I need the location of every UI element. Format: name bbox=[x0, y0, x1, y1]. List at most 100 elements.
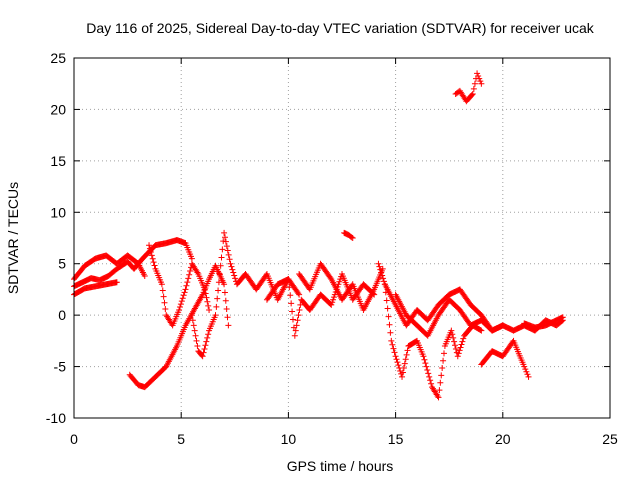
data-point bbox=[380, 275, 387, 282]
data-point bbox=[223, 243, 230, 250]
data-point bbox=[181, 289, 188, 296]
data-point bbox=[377, 266, 384, 273]
data-point bbox=[286, 284, 293, 291]
data-point bbox=[204, 334, 211, 341]
data-point bbox=[330, 294, 337, 301]
data-point bbox=[425, 370, 432, 377]
data-point bbox=[150, 259, 157, 266]
data-point bbox=[426, 373, 433, 380]
data-point bbox=[525, 373, 532, 380]
data-point bbox=[478, 327, 485, 334]
data-point bbox=[113, 279, 120, 286]
data-point bbox=[399, 369, 406, 376]
data-point bbox=[379, 272, 386, 279]
data-point bbox=[289, 316, 296, 323]
data-point bbox=[329, 299, 336, 306]
data-point bbox=[457, 344, 464, 351]
data-point bbox=[287, 292, 294, 299]
data-point bbox=[474, 70, 481, 77]
data-point bbox=[440, 357, 447, 364]
data-point bbox=[378, 269, 385, 276]
x-axis-label: GPS time / hours bbox=[287, 458, 394, 474]
data-point bbox=[187, 268, 194, 275]
data-point bbox=[422, 360, 429, 367]
data-point bbox=[468, 92, 475, 99]
data-point bbox=[202, 342, 209, 349]
data-point bbox=[200, 349, 207, 356]
data-point bbox=[193, 337, 200, 344]
data-point bbox=[225, 322, 232, 329]
data-point bbox=[391, 349, 398, 356]
data-point bbox=[148, 252, 155, 259]
data-point bbox=[401, 360, 408, 367]
data-point bbox=[522, 366, 529, 373]
data-point bbox=[288, 300, 295, 307]
data-point bbox=[470, 85, 477, 92]
data-point bbox=[192, 332, 199, 339]
data-point bbox=[458, 341, 465, 348]
data-point bbox=[295, 290, 302, 297]
data-point bbox=[436, 387, 443, 394]
data-point bbox=[184, 279, 191, 286]
data-point bbox=[201, 286, 208, 293]
data-point bbox=[177, 301, 184, 308]
data-point bbox=[387, 329, 394, 336]
grid-lines bbox=[74, 58, 610, 418]
data-point bbox=[437, 379, 444, 386]
data-point bbox=[221, 229, 228, 236]
data-point bbox=[384, 305, 391, 312]
x-tick-label: 25 bbox=[602, 431, 618, 447]
data-point bbox=[471, 80, 478, 87]
y-tick-label: -5 bbox=[54, 359, 67, 375]
data-point bbox=[221, 289, 228, 296]
data-point bbox=[292, 327, 299, 334]
data-point bbox=[469, 91, 476, 97]
data-point bbox=[420, 353, 427, 360]
data-point bbox=[206, 307, 213, 313]
data-point bbox=[149, 255, 156, 262]
data-point bbox=[477, 327, 484, 333]
data-point bbox=[215, 279, 222, 286]
y-tick-label: 20 bbox=[50, 101, 66, 117]
data-point bbox=[404, 347, 411, 354]
x-tick-label: 15 bbox=[388, 431, 404, 447]
data-point bbox=[452, 345, 459, 352]
data-point bbox=[289, 308, 296, 315]
data-point bbox=[295, 312, 302, 319]
data-point bbox=[399, 373, 406, 380]
data-point bbox=[217, 262, 224, 269]
y-tick-label: -10 bbox=[46, 410, 66, 426]
chart-title: Day 116 of 2025, Sidereal Day-to-day VTE… bbox=[86, 20, 595, 36]
data-point bbox=[226, 256, 233, 263]
data-point bbox=[386, 321, 393, 328]
data-point bbox=[180, 292, 187, 299]
data-point bbox=[385, 313, 392, 320]
data-point bbox=[222, 297, 229, 304]
data-point bbox=[146, 245, 153, 252]
data-point bbox=[424, 367, 431, 373]
data-point bbox=[524, 371, 531, 378]
data-point bbox=[395, 362, 402, 369]
data-point bbox=[213, 303, 220, 310]
data-point bbox=[328, 301, 335, 308]
data-point bbox=[327, 274, 334, 281]
data-point bbox=[199, 353, 206, 360]
data-point bbox=[176, 304, 183, 311]
data-point bbox=[296, 307, 303, 313]
data-point bbox=[294, 317, 301, 324]
data-point bbox=[224, 247, 231, 254]
data-point bbox=[434, 392, 441, 399]
data-point bbox=[146, 242, 153, 249]
data-point bbox=[523, 368, 530, 375]
data-point bbox=[159, 287, 166, 294]
data-point bbox=[202, 290, 209, 297]
data-point bbox=[475, 73, 482, 79]
data-point bbox=[188, 255, 195, 262]
data-point bbox=[388, 337, 395, 344]
data-point bbox=[212, 312, 219, 319]
data-point bbox=[219, 246, 226, 253]
data-point bbox=[435, 394, 442, 401]
data-point bbox=[190, 322, 197, 329]
y-tick-label: 5 bbox=[58, 256, 66, 272]
